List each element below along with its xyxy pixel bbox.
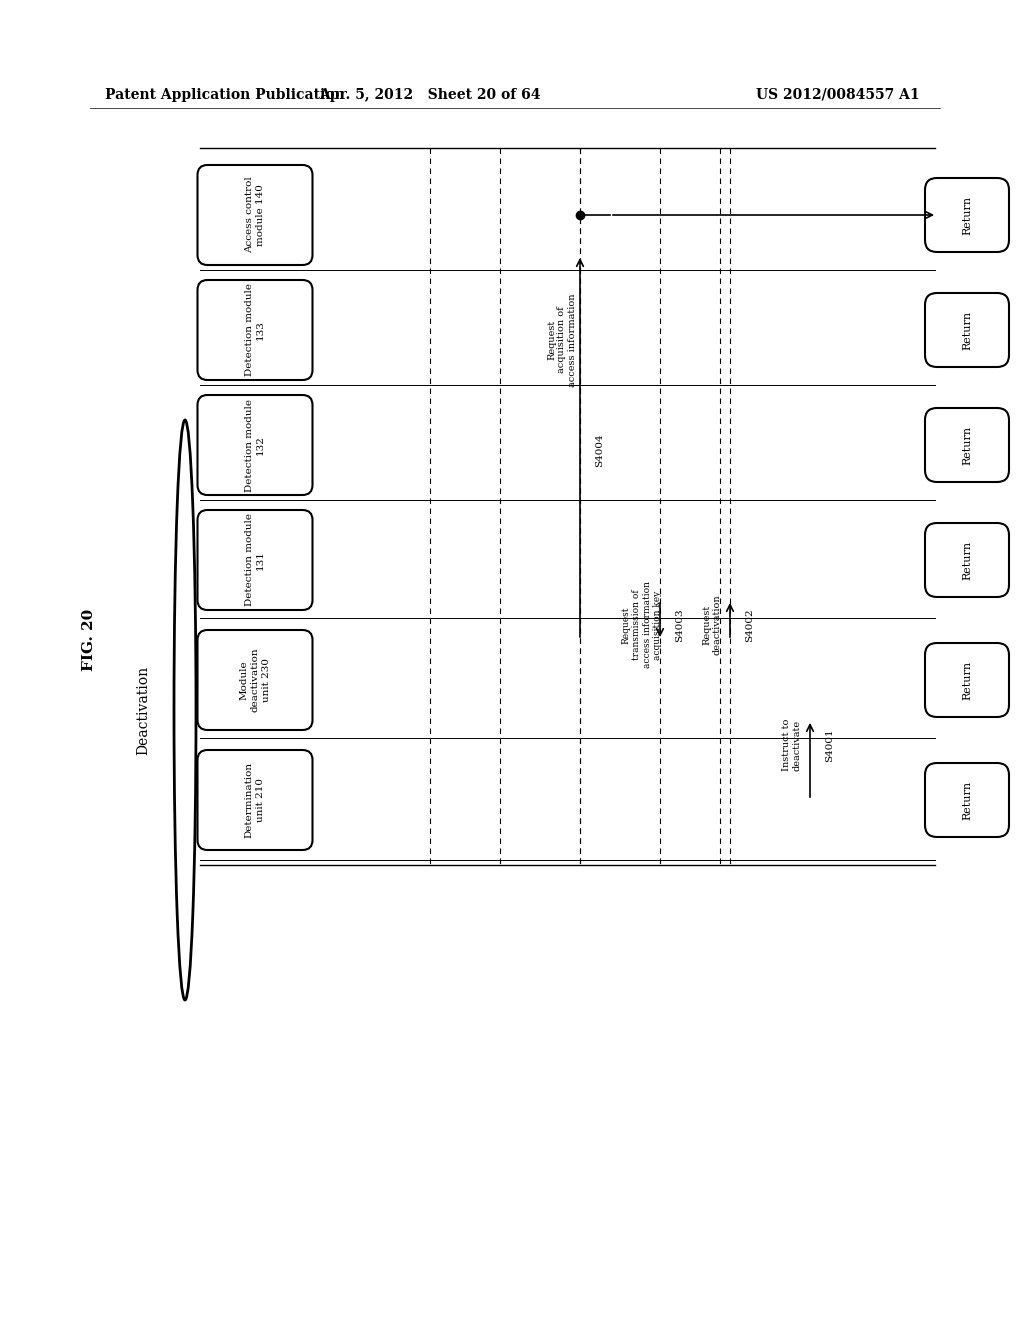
Text: Access control
module 140: Access control module 140 (245, 177, 265, 253)
Text: S4001: S4001 (825, 729, 834, 762)
FancyBboxPatch shape (925, 178, 1009, 252)
Text: Request
transmission of
access information
acquisition key: Request transmission of access informati… (622, 582, 663, 668)
Text: Request
acquisition of
access information: Request acquisition of access informatio… (547, 293, 577, 387)
FancyBboxPatch shape (198, 750, 312, 850)
Text: Module
deactivation
unit 230: Module deactivation unit 230 (240, 648, 270, 713)
Text: Deactivation: Deactivation (136, 665, 150, 755)
Text: S4003: S4003 (675, 609, 684, 642)
FancyBboxPatch shape (198, 280, 312, 380)
FancyBboxPatch shape (198, 165, 312, 265)
FancyBboxPatch shape (925, 763, 1009, 837)
Text: Return: Return (962, 780, 972, 820)
Text: Apr. 5, 2012   Sheet 20 of 64: Apr. 5, 2012 Sheet 20 of 64 (319, 88, 541, 102)
Text: Patent Application Publication: Patent Application Publication (105, 88, 345, 102)
Text: Detection module
132: Detection module 132 (245, 399, 265, 491)
FancyBboxPatch shape (198, 630, 312, 730)
Text: Detection module
131: Detection module 131 (245, 513, 265, 606)
Text: FIG. 20: FIG. 20 (82, 609, 96, 671)
FancyBboxPatch shape (925, 293, 1009, 367)
Text: US 2012/0084557 A1: US 2012/0084557 A1 (757, 88, 920, 102)
Text: S4002: S4002 (745, 609, 754, 642)
FancyBboxPatch shape (925, 408, 1009, 482)
Text: Return: Return (962, 310, 972, 350)
Text: Request
deactivation: Request deactivation (702, 595, 722, 655)
Text: Return: Return (962, 660, 972, 700)
Text: S4004: S4004 (595, 433, 604, 467)
FancyBboxPatch shape (925, 643, 1009, 717)
Text: Return: Return (962, 425, 972, 465)
FancyBboxPatch shape (925, 523, 1009, 597)
Text: Return: Return (962, 195, 972, 235)
FancyBboxPatch shape (198, 510, 312, 610)
Text: Instruct to
deactivate: Instruct to deactivate (782, 719, 802, 771)
Text: Return: Return (962, 540, 972, 579)
Text: Detection module
133: Detection module 133 (245, 284, 265, 376)
FancyBboxPatch shape (198, 395, 312, 495)
Text: Determination
unit 210: Determination unit 210 (245, 762, 265, 838)
